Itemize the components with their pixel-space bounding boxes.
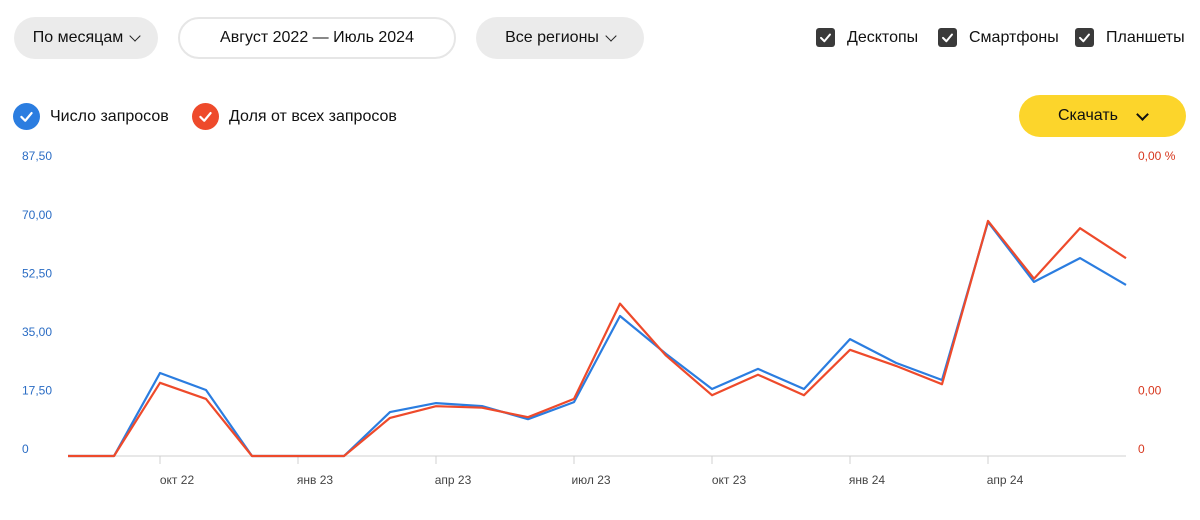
device-checkbox[interactable]: Смартфоны: [938, 28, 1059, 47]
region-label: Все регионы: [505, 29, 599, 46]
y2-tick-label: 0,00 %: [1138, 149, 1176, 163]
checkbox-box: [1075, 28, 1094, 47]
legend-item[interactable]: Число запросов: [13, 103, 169, 130]
y-tick-label: 35,00: [22, 325, 52, 339]
check-path: [199, 111, 212, 122]
legend-label: Доля от всех запросов: [229, 107, 397, 125]
y-tick-label: 0: [22, 442, 29, 456]
check-icon: [1079, 33, 1090, 43]
checkbox-box: [938, 28, 957, 47]
y-tick-label: 17,50: [22, 384, 52, 398]
range-label: Август 2022 — Июль 2024: [220, 29, 414, 46]
x-tick-label: окт 22: [160, 473, 195, 487]
check-path: [20, 111, 33, 122]
period-select[interactable]: По месяцам: [14, 17, 158, 59]
checkbox-box: [816, 28, 835, 47]
period-label: По месяцам: [32, 29, 124, 46]
y-tick-label: 70,00: [22, 208, 52, 222]
legend-label: Число запросов: [50, 107, 169, 125]
check-icon: [820, 33, 831, 43]
device-checkbox[interactable]: Планшеты: [1075, 28, 1185, 47]
check-path: [820, 33, 831, 43]
check-path: [942, 33, 953, 43]
x-tick-label: апр 24: [987, 473, 1024, 487]
check-path: [1079, 33, 1090, 43]
check-icon: [942, 33, 953, 43]
y2-tick-label: 0: [1138, 442, 1145, 456]
series-line: [68, 220, 1127, 458]
device-label: Смартфоны: [969, 28, 1059, 46]
x-tick-label: апр 23: [435, 473, 472, 487]
download-label: Скачать: [1058, 107, 1118, 124]
check-icon: [20, 111, 33, 122]
y2-tick-label: 0,00: [1138, 384, 1162, 398]
legend-marker: [192, 103, 219, 130]
legend-marker: [13, 103, 40, 130]
x-tick-label: окт 23: [712, 473, 747, 487]
x-tick-label: июл 23: [571, 473, 610, 487]
range-select[interactable]: Август 2022 — Июль 2024: [178, 17, 456, 59]
download-button[interactable]: Скачать: [1019, 95, 1186, 137]
region-select[interactable]: Все регионы: [476, 17, 644, 59]
x-tick-label: янв 24: [849, 473, 886, 487]
check-icon: [199, 111, 212, 122]
series-line: [68, 219, 1127, 458]
device-label: Планшеты: [1106, 28, 1185, 46]
x-tick-label: янв 23: [297, 473, 334, 487]
legend-item[interactable]: Доля от всех запросов: [192, 103, 397, 130]
device-checkbox[interactable]: Десктопы: [816, 28, 918, 47]
device-label: Десктопы: [847, 28, 919, 46]
y-tick-label: 87,50: [22, 149, 52, 163]
y-tick-label: 52,50: [22, 266, 52, 280]
